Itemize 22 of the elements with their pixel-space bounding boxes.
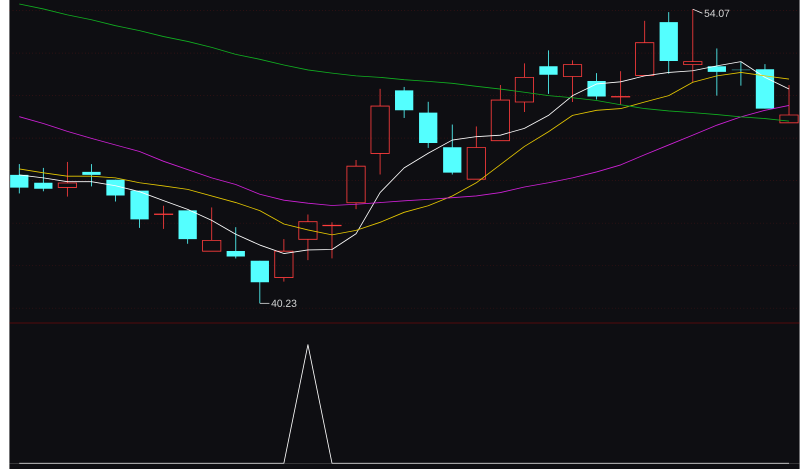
candlestick (708, 48, 726, 96)
candlestick (10, 164, 28, 194)
candlestick (395, 86, 414, 118)
annotation: 54.07 (704, 10, 730, 17)
candlestick (562, 60, 582, 102)
candlestick (226, 226, 245, 259)
candlestick (346, 160, 366, 210)
candlestick (732, 62, 750, 86)
candlestick (539, 50, 558, 94)
candlestick (514, 62, 534, 112)
candlestick (322, 222, 342, 259)
candlestick (58, 161, 77, 197)
candlestick (34, 167, 52, 192)
candlestick (370, 88, 390, 175)
annotation: 40.23 (271, 300, 296, 307)
candlestick (611, 70, 630, 106)
candlestick (154, 205, 174, 230)
candlestick (82, 164, 101, 187)
candlestick (587, 72, 606, 100)
candlestick (298, 214, 318, 260)
candlestick (274, 238, 294, 282)
candlestick (250, 260, 269, 304)
